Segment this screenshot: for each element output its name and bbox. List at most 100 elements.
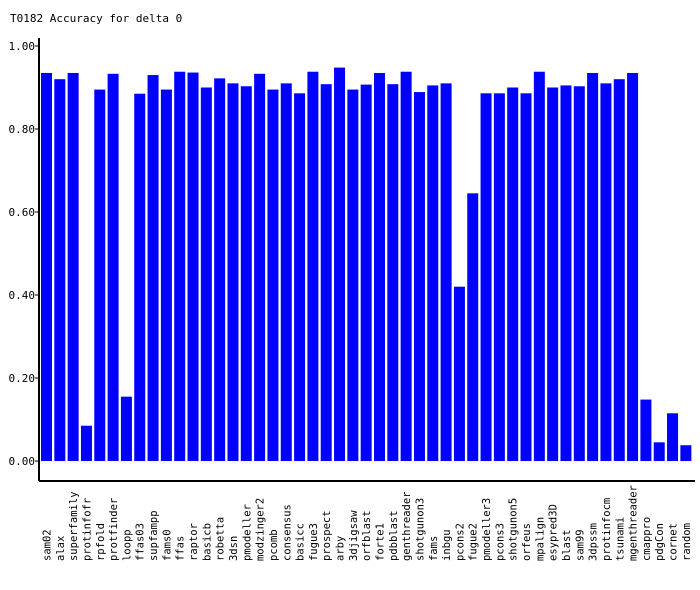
bar-orfeus xyxy=(520,93,532,461)
bar-forte1 xyxy=(374,72,385,461)
x-tick-label: raptor xyxy=(188,523,200,561)
x-tick-label: pcomb xyxy=(268,529,280,561)
bar-cmappro xyxy=(640,399,652,461)
bar-cornet xyxy=(667,413,679,461)
bar-mpalign xyxy=(533,71,545,461)
bar-pcons3 xyxy=(493,93,505,461)
x-tick-label: genthreader xyxy=(401,491,413,561)
bar-loopp xyxy=(120,396,132,461)
bar-shotgunon5 xyxy=(507,87,519,461)
x-tick-label: esypred3D xyxy=(548,504,560,561)
bar-basicb xyxy=(200,87,212,461)
x-tick-label: basicb xyxy=(201,523,213,561)
x-tick-label: sam99 xyxy=(574,529,586,561)
bar-fugue3 xyxy=(307,71,319,461)
x-tick-label: consensus xyxy=(281,504,293,561)
x-tick-label: fugue3 xyxy=(308,523,320,561)
bar-3dpssm xyxy=(587,72,599,461)
bar-esypred3D xyxy=(547,87,559,461)
bar-random xyxy=(680,445,692,461)
x-tick-label: blast xyxy=(561,529,573,561)
axes xyxy=(38,38,695,482)
bar-modzinger2 xyxy=(254,73,266,462)
bar-3dsn xyxy=(227,83,239,461)
x-tick-label: basicc xyxy=(295,523,307,561)
bar-genthreader xyxy=(400,71,412,461)
bar-mgenthreader xyxy=(627,72,639,461)
y-tick-label: 0.80 xyxy=(9,123,36,136)
x-tick-label: supfampp xyxy=(148,510,160,561)
bar-pcons2 xyxy=(453,286,465,461)
y-tick-labels: 0.00 0.20 0.40 0.60 0.80 1.00 xyxy=(9,40,39,468)
x-tick-label: 3dsn xyxy=(228,536,240,561)
bar-sam99 xyxy=(573,86,585,461)
bar-arby xyxy=(334,67,346,461)
x-tick-label: modzinger2 xyxy=(255,498,267,561)
bar-inbgu xyxy=(440,83,452,461)
bar-consensus xyxy=(280,83,292,461)
x-tick-label: shotgunon5 xyxy=(508,498,520,561)
x-tick-label: pmodeller xyxy=(241,504,253,561)
chart-title: T0182 Accuracy for delta 0 xyxy=(10,12,182,25)
x-tick-label: arby xyxy=(335,536,347,561)
x-tick-label: fugue2 xyxy=(468,523,480,561)
x-tick-label: protinfofr xyxy=(81,498,93,561)
bar-orfblast xyxy=(360,84,372,461)
bar-rpfold xyxy=(94,89,106,461)
bar-fugue2 xyxy=(467,193,479,461)
x-tick-label: fams0 xyxy=(161,529,173,561)
x-tick-label: protinfocm xyxy=(601,498,613,561)
x-tick-label: shotgunon3 xyxy=(414,498,426,561)
x-tick-label: mpalign xyxy=(534,517,546,561)
bar-fams xyxy=(427,85,439,462)
bar-blast xyxy=(560,85,572,462)
bars xyxy=(41,67,692,462)
x-tick-label: 3djigsaw xyxy=(348,510,360,561)
x-tick-label: cornet xyxy=(668,523,680,561)
x-tick-label: mgenthreader xyxy=(628,485,640,561)
bar-prospect xyxy=(320,84,332,462)
x-tick-label: pcons3 xyxy=(494,523,506,561)
x-tick-label: protfinder xyxy=(108,498,120,561)
y-tick-label: 1.00 xyxy=(9,40,36,53)
bar-protinfocm xyxy=(600,83,612,461)
bar-supfampp xyxy=(147,75,159,462)
bar-robetta xyxy=(214,78,226,462)
bar-pmodeller xyxy=(240,86,252,461)
bar-alax xyxy=(54,79,66,461)
y-tick-label: 0.40 xyxy=(9,289,36,302)
x-tick-label: superfamily xyxy=(68,491,80,561)
bar-ffas xyxy=(174,71,186,461)
x-tick-label: orfeus xyxy=(521,523,533,561)
bar-protfinder xyxy=(107,73,119,462)
x-tick-label: forte1 xyxy=(375,523,387,561)
x-tick-label: pdgCon xyxy=(654,523,666,561)
bar-sam02 xyxy=(41,72,52,461)
bar-pdbblast xyxy=(387,84,399,462)
x-tick-label: orfblast xyxy=(361,510,373,561)
x-tick-label: inbgu xyxy=(441,529,453,561)
x-tick-label: 3dpssm xyxy=(588,523,600,561)
bar-pdgCon xyxy=(653,442,665,461)
bar-ffas03 xyxy=(134,93,146,461)
x-tick-label: pmodeller3 xyxy=(481,498,493,561)
x-tick-label: random xyxy=(681,523,693,561)
x-tick-label: ffas03 xyxy=(135,523,147,561)
x-tick-label: alax xyxy=(55,536,67,561)
bar-protinfofr xyxy=(80,425,92,461)
y-tick-label: 0.20 xyxy=(9,372,36,385)
x-tick-label: sam02 xyxy=(42,529,54,561)
y-tick-label: 0.00 xyxy=(9,455,36,468)
bar-basicc xyxy=(294,93,306,461)
x-tick-label: rpfold xyxy=(95,523,107,561)
bar-shotgunon3 xyxy=(413,92,425,461)
x-tick-label: pdbblast xyxy=(388,510,400,561)
x-tick-labels: sam02 alax superfamily protinfofr rpfold prot… xyxy=(42,485,693,561)
bar-tsunami xyxy=(613,79,625,461)
x-tick-label: cmappro xyxy=(641,517,653,561)
x-tick-label: ffas xyxy=(175,536,187,561)
x-tick-label: loopp xyxy=(121,529,133,561)
bar-raptor xyxy=(187,72,199,461)
bar-superfamily xyxy=(67,72,79,461)
